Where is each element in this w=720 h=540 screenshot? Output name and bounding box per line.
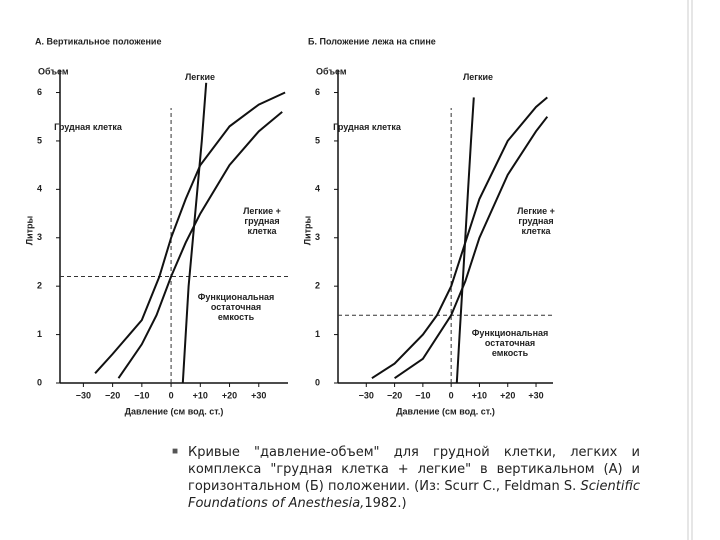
y-tick-label: 6 — [37, 87, 42, 97]
annotation-line: Функциональная — [472, 328, 549, 338]
curve-label-line: клетка — [247, 226, 277, 236]
annotation-line: остаточная — [211, 302, 261, 312]
x-tick-label: 0 — [169, 390, 174, 400]
x-axis-label: Давление (см вод. ст.) — [396, 406, 495, 416]
caption: Кривые "давление-объем" для грудной клет… — [188, 444, 640, 512]
curve-label-line: Легкие + — [517, 206, 555, 216]
annotation: Функциональная остаточная емкость — [198, 292, 275, 322]
x-tick-label: +20 — [500, 390, 515, 400]
curve-label-line: Грудная клетка — [333, 122, 402, 132]
x-tick-label: −10 — [134, 390, 149, 400]
curve — [117, 111, 283, 379]
curve — [455, 97, 475, 384]
curve — [94, 91, 286, 374]
curve-label: Легкие — [185, 72, 215, 82]
x-axis-label: Давление (см вод. ст.) — [125, 406, 224, 416]
x-tick-label: −20 — [105, 390, 120, 400]
curve-label-line: Легкие — [185, 72, 215, 82]
annotation-line: емкость — [492, 348, 529, 358]
curve-label: Легкие — [463, 72, 493, 82]
x-tick-label: +30 — [251, 390, 266, 400]
curve — [181, 82, 208, 384]
curve-label-line: клетка — [521, 226, 551, 236]
annotation-line: Функциональная — [198, 292, 275, 302]
y-axis-title: Объем — [316, 66, 347, 76]
x-tick-label: −30 — [359, 390, 374, 400]
caption-source: Scientific Foundations of Anesthesia, — [188, 479, 640, 511]
y-tick-label: 2 — [37, 281, 42, 291]
y-axis-label: Литры — [24, 215, 34, 245]
x-tick-label: +10 — [193, 390, 208, 400]
x-tick-label: +20 — [222, 390, 237, 400]
curve-label-line: грудная — [244, 216, 279, 226]
y-tick-label: 5 — [37, 135, 42, 145]
y-axis-title: Объем — [38, 66, 69, 76]
y-tick-label: 4 — [37, 184, 42, 194]
x-tick-label: +30 — [528, 390, 543, 400]
annotation-line: остаточная — [485, 338, 535, 348]
y-axis-label: Литры — [302, 215, 312, 245]
y-tick-label: 0 — [315, 377, 320, 387]
curve — [394, 116, 549, 380]
chart-title: А. Вертикальное положение — [35, 36, 161, 46]
x-tick-label: −30 — [76, 390, 91, 400]
y-tick-label: 3 — [315, 232, 320, 242]
y-tick-label: 1 — [37, 329, 42, 339]
curve-label: Грудная клетка — [333, 122, 402, 132]
x-tick-label: 0 — [449, 390, 454, 400]
curve — [371, 96, 548, 380]
curve-label: Грудная клетка — [54, 122, 123, 132]
curve-label-line: Легкие + — [243, 206, 281, 216]
x-tick-label: −10 — [415, 390, 430, 400]
caption-text: Кривые "давление-объем" для грудной клет… — [188, 445, 640, 494]
curve-label: Легкие + грудная клетка — [243, 206, 281, 236]
curve-label: Легкие + грудная клетка — [517, 206, 555, 236]
curve-label-line: Легкие — [463, 72, 493, 82]
chart-title: Б. Положение лежа на спине — [308, 36, 436, 46]
y-tick-label: 0 — [37, 377, 42, 387]
curve-label-line: Грудная клетка — [54, 122, 123, 132]
annotation-line: емкость — [218, 312, 255, 322]
y-tick-label: 4 — [315, 184, 320, 194]
x-tick-label: +10 — [472, 390, 487, 400]
y-tick-label: 3 — [37, 232, 42, 242]
x-tick-label: −20 — [387, 390, 402, 400]
y-tick-label: 1 — [315, 329, 320, 339]
curve-label-line: грудная — [518, 216, 553, 226]
y-tick-label: 5 — [315, 135, 320, 145]
annotation: Функциональная остаточная емкость — [472, 328, 549, 358]
bullet: ■ — [172, 446, 179, 457]
y-tick-label: 6 — [315, 87, 320, 97]
caption-year: 1982.) — [364, 496, 407, 511]
y-tick-label: 2 — [315, 281, 320, 291]
